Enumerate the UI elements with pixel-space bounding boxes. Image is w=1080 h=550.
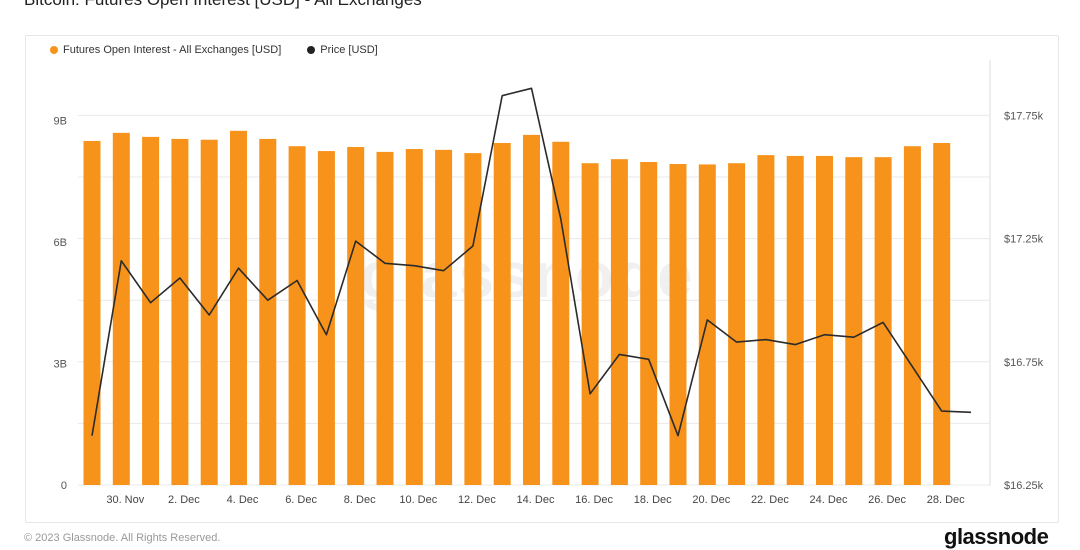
bar-7 [288, 146, 306, 485]
bar-23 [757, 155, 775, 485]
bar-13 [464, 153, 482, 485]
x-tick-label-5: 10. Dec [399, 494, 437, 506]
x-tick-label-1: 2. Dec [168, 494, 200, 506]
bar-25 [816, 155, 833, 485]
bar-3 [171, 138, 189, 485]
bar-17 [581, 163, 599, 485]
price-line [91, 87, 972, 437]
x-tick-label-12: 24. Dec [810, 494, 848, 506]
bar-9 [347, 147, 365, 485]
x-tick-label-11: 22. Dec [751, 494, 789, 506]
bar-24 [786, 155, 804, 485]
bar-14 [493, 142, 511, 485]
bar-4 [200, 139, 218, 485]
x-tick-label-3: 6. Dec [285, 494, 317, 506]
x-tick-label-13: 26. Dec [868, 494, 906, 506]
x-tick-label-2: 4. Dec [227, 494, 259, 506]
x-tick-label-4: 8. Dec [344, 494, 376, 506]
x-tick-label-8: 16. Dec [575, 494, 613, 506]
y-left-tick-label-2: 6B [54, 237, 67, 249]
chart-legend: Futures Open Interest - All Exchanges [U… [50, 44, 378, 56]
y-right-tick-label-3: $17.75k [1004, 110, 1044, 122]
bar-11 [405, 149, 423, 486]
legend-label-price: Price [USD] [320, 44, 378, 56]
y-left-tick-label-1: 3B [54, 359, 67, 371]
legend-item-open-interest[interactable]: Futures Open Interest - All Exchanges [U… [50, 44, 281, 56]
bar-16 [552, 141, 570, 485]
glassnode-logo[interactable]: glassnode [944, 524, 1049, 549]
bar-6 [259, 138, 277, 485]
bar-20 [669, 164, 687, 485]
legend-dot-price [307, 46, 316, 54]
bar-21 [698, 164, 716, 485]
bar-28 [903, 146, 921, 485]
y-right-tick-label-1: $16.75k [1004, 357, 1044, 369]
bar-15 [523, 134, 540, 485]
y-left-tick-label-0: 0 [61, 480, 67, 492]
x-tick-label-0: 30. Nov [106, 494, 144, 506]
x-tick-label-9: 18. Dec [634, 494, 672, 506]
chart-svg: 0 3B 6B 9B $16.25k $16.75k $17.25k $17.75k 30. N… [54, 60, 1044, 506]
y-right-tick-label-0: $16.25k [1004, 480, 1044, 492]
bar-5 [230, 130, 247, 486]
bar-1 [112, 132, 130, 485]
bar-22 [728, 163, 746, 485]
bar-29 [933, 142, 951, 485]
bar-8 [317, 151, 335, 486]
x-tick-label-14: 28. Dec [927, 494, 965, 506]
bar-19 [640, 162, 658, 485]
bar-10 [376, 151, 394, 485]
legend-label-open-interest: Futures Open Interest - All Exchanges [U… [63, 44, 282, 56]
page-title: Bitcoin: Futures Open Interest [USD] - A… [24, 0, 422, 10]
x-tick-label-6: 12. Dec [458, 494, 496, 506]
bar-27 [874, 157, 892, 485]
bar-12 [435, 149, 453, 485]
bar-26 [845, 157, 863, 485]
bar-0 [83, 140, 101, 485]
x-tick-label-10: 20. Dec [692, 494, 730, 506]
bar-2 [142, 136, 160, 485]
bar-18 [610, 159, 628, 485]
y-right-tick-label-2: $17.25k [1004, 234, 1044, 246]
y-left-tick-label-3: 9B [54, 116, 67, 128]
legend-item-price[interactable]: Price [USD] [307, 44, 378, 56]
legend-dot-open-interest [50, 46, 58, 54]
x-tick-label-7: 14. Dec [517, 494, 555, 506]
copyright-text: © 2023 Glassnode. All Rights Reserved. [24, 532, 221, 544]
